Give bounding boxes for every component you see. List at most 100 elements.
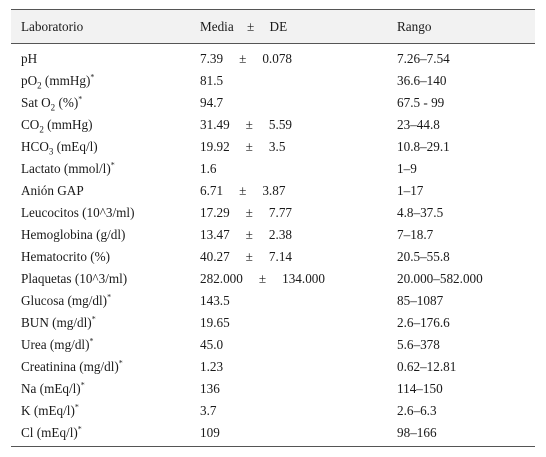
- sd-value: 3.5: [268, 139, 286, 154]
- parameter-name: pH: [21, 51, 38, 66]
- significance-marker: *: [118, 358, 123, 368]
- parameter-name: Lactato (mmol/l): [21, 161, 111, 176]
- mean-value: 6.71: [200, 183, 224, 198]
- cell-range: 10.8–29.1: [397, 139, 450, 154]
- table-row: HCO3 (mEq/l) 19.92 ±3.5 10.8–29.1: [11, 136, 535, 158]
- cell-mean-sd: 3.7: [200, 400, 397, 422]
- cell-parameter: CO2 (mmHg): [11, 114, 200, 136]
- sd-value: 0.078: [262, 51, 292, 66]
- significance-marker: *: [110, 160, 115, 170]
- cell-mean-sd: 109: [200, 422, 397, 447]
- table-row: Sat O2 (%)* 94.7 67.5 - 99: [11, 92, 535, 114]
- cell-range: 36.6–140: [397, 73, 447, 88]
- cell-mean-sd: 143.5: [200, 290, 397, 312]
- lab-results-table-container: Laboratorio Media ± DE Rango pH 7.39 ±0.07…: [11, 9, 535, 447]
- table-row: CO2 (mmHg) 31.49 ±5.59 23–44.8: [11, 114, 535, 136]
- header-de: DE: [269, 18, 288, 34]
- parameter-name: K (mEq/l): [21, 403, 75, 418]
- cell-mean-sd: 1.23: [200, 356, 397, 378]
- parameter-name: CO: [21, 117, 40, 132]
- table-row: pH 7.39 ±0.078 7.26–7.54: [11, 44, 535, 71]
- table-row: K (mEq/l)* 3.7 2.6–6.3: [11, 400, 535, 422]
- cell-parameter: pO2 (mmHg)*: [11, 70, 200, 92]
- parameter-name: Na (mEq/l): [21, 381, 81, 396]
- table-row: Na (mEq/l)* 136 114–150: [11, 378, 535, 400]
- cell-range: 7–18.7: [397, 227, 434, 242]
- cell-range: 67.5 - 99: [397, 95, 445, 110]
- table-row: Lactato (mmol/l)* 1.6 1–9: [11, 158, 535, 180]
- cell-mean-sd: 7.39 ±0.078: [200, 44, 397, 71]
- mean-value: 136: [200, 381, 220, 396]
- plus-minus: ±: [245, 249, 253, 264]
- header-row: Laboratorio Media ± DE Rango: [11, 9, 535, 44]
- cell-parameter: Urea (mg/dl)*: [11, 334, 200, 356]
- cell-range: 114–150: [397, 381, 443, 396]
- header-media: Media: [200, 18, 234, 34]
- cell-mean-sd: 19.65: [200, 312, 397, 334]
- sd-value: 3.87: [262, 183, 286, 198]
- cell-mean-sd: 19.92 ±3.5: [200, 136, 397, 158]
- cell-mean-sd: 45.0: [200, 334, 397, 356]
- cell-parameter: BUN (mg/dl)*: [11, 312, 200, 334]
- parameter-subscript: 3: [48, 146, 54, 157]
- mean-value: 143.5: [200, 293, 230, 308]
- table-row: Hematocrito (%) 40.27 ±7.14 20.5–55.8: [11, 246, 535, 268]
- parameter-name: Hemoglobina (g/dl): [21, 227, 126, 242]
- mean-value: 40.27: [200, 249, 230, 264]
- mean-value: 3.7: [200, 403, 217, 418]
- table-row: Leucocitos (10^3/ml) 17.29 ±7.77 4.8–37.5: [11, 202, 535, 224]
- mean-value: 81.5: [200, 73, 224, 88]
- cell-parameter: Glucosa (mg/dl)*: [11, 290, 200, 312]
- parameter-unit: (mmHg): [41, 73, 91, 88]
- significance-marker: *: [77, 424, 82, 434]
- cell-parameter: Hematocrito (%): [11, 246, 200, 268]
- mean-value: 13.47: [200, 227, 230, 242]
- plus-minus: ±: [239, 183, 247, 198]
- parameter-unit: (mmHg): [43, 117, 93, 132]
- cell-parameter: Na (mEq/l)*: [11, 378, 200, 400]
- cell-parameter: Cl (mEq/l)*: [11, 422, 200, 447]
- table-row: Anión GAP 6.71 ±3.87 1–17: [11, 180, 535, 202]
- table-row: Urea (mg/dl)* 45.0 5.6–378: [11, 334, 535, 356]
- plus-minus: ±: [245, 227, 253, 242]
- sd-value: 7.14: [268, 249, 292, 264]
- cell-parameter: Leucocitos (10^3/ml): [11, 202, 200, 224]
- cell-parameter: Sat O2 (%)*: [11, 92, 200, 114]
- cell-parameter: K (mEq/l)*: [11, 400, 200, 422]
- parameter-unit: (mEq/l): [53, 139, 98, 154]
- mean-value: 19.92: [200, 139, 230, 154]
- parameter-name: Leucocitos (10^3/ml): [21, 205, 135, 220]
- cell-mean-sd: 282.000 ±134.000: [200, 268, 397, 290]
- table-row: Glucosa (mg/dl)* 143.5 85–1087: [11, 290, 535, 312]
- mean-value: 1.23: [200, 359, 224, 374]
- sd-value: 134.000: [282, 271, 325, 286]
- mean-value: 45.0: [200, 337, 224, 352]
- cell-mean-sd: 1.6: [200, 158, 397, 180]
- cell-range: 85–1087: [397, 293, 444, 308]
- mean-value: 1.6: [200, 161, 217, 176]
- plus-minus: ±: [245, 205, 253, 220]
- cell-mean-sd: 94.7: [200, 92, 397, 114]
- significance-marker: *: [91, 314, 96, 324]
- cell-range: 2.6–176.6: [397, 315, 450, 330]
- parameter-name: HCO: [21, 139, 49, 154]
- parameter-name: Creatinina (mg/dl): [21, 359, 119, 374]
- cell-range: 4.8–37.5: [397, 205, 444, 220]
- header-rango: Rango: [397, 9, 535, 44]
- cell-parameter: Lactato (mmol/l)*: [11, 158, 200, 180]
- parameter-name: Sat O: [21, 95, 51, 110]
- cell-mean-sd: 81.5: [200, 70, 397, 92]
- plus-minus: ±: [258, 271, 267, 286]
- cell-parameter: Plaquetas (10^3/ml): [11, 268, 200, 290]
- significance-marker: *: [89, 336, 94, 346]
- cell-range: 98–166: [397, 422, 535, 447]
- parameter-name: Cl (mEq/l): [21, 425, 78, 440]
- mean-value: 7.39: [200, 51, 224, 66]
- parameter-name: Glucosa (mg/dl): [21, 293, 108, 308]
- table-body: pH 7.39 ±0.078 7.26–7.54 pO2 (mmHg)* 81.5 36.6…: [11, 44, 535, 447]
- cell-parameter: Anión GAP: [11, 180, 200, 202]
- plus-minus: ±: [245, 117, 253, 132]
- cell-parameter: Creatinina (mg/dl)*: [11, 356, 200, 378]
- mean-value: 19.65: [200, 315, 230, 330]
- significance-marker: *: [80, 380, 85, 390]
